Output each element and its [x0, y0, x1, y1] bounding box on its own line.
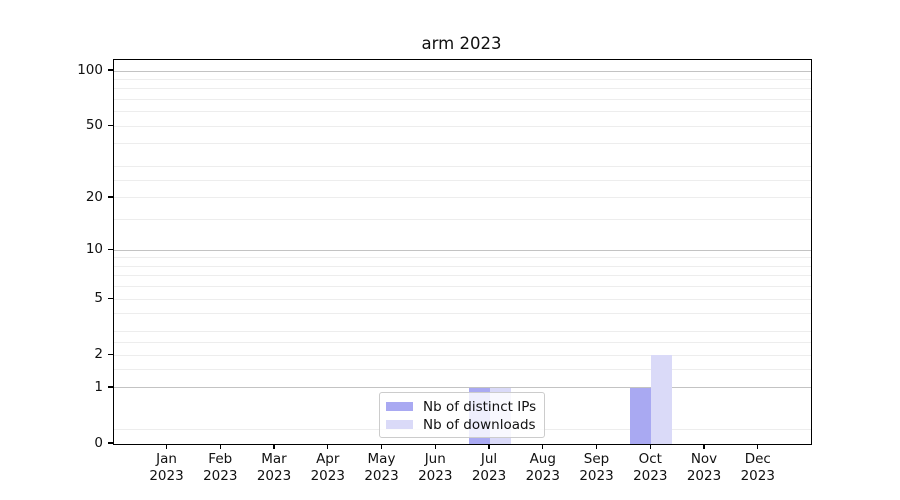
- minor-gridline: [114, 197, 811, 199]
- x-tick-mark: [488, 444, 490, 449]
- y-tick-label: 2: [94, 346, 103, 363]
- x-tick-mark: [273, 444, 275, 449]
- minor-gridline: [114, 265, 811, 267]
- x-tick-mark: [380, 444, 383, 449]
- x-tick-year: 2023: [525, 468, 560, 484]
- x-tick-label: Jun 2023: [403, 451, 467, 485]
- minor-gridline: [114, 286, 811, 288]
- minor-gridline: [114, 125, 811, 127]
- x-tick-month: Feb: [208, 451, 233, 467]
- chart-title: arm 2023: [421, 34, 502, 53]
- x-tick-label: Aug 2023: [511, 451, 575, 485]
- x-tick-year: 2023: [579, 468, 614, 484]
- x-tick-label: Jan 2023: [135, 451, 199, 485]
- plot-area: Nb of distinct IPs Nb of downloads: [113, 59, 812, 445]
- minor-gridline: [114, 165, 811, 167]
- major-gridline: [114, 387, 811, 389]
- y-tick-mark: [107, 196, 113, 198]
- x-tick-month: Oct: [638, 451, 662, 467]
- x-tick-month: Mar: [261, 451, 287, 467]
- y-tick-mark: [107, 297, 113, 299]
- minor-gridline: [114, 354, 811, 356]
- y-tick-mark: [107, 353, 113, 355]
- x-tick-month: Jan: [156, 451, 177, 467]
- x-tick-month: Sep: [583, 451, 610, 467]
- y-tick-label: 0: [94, 435, 103, 451]
- x-tick-label: Apr 2023: [296, 451, 360, 485]
- x-tick-mark: [703, 444, 705, 449]
- y-tick-label: 10: [85, 241, 103, 258]
- x-tick-month: May: [367, 451, 396, 467]
- x-tick-mark: [165, 444, 168, 449]
- x-tick-label: May 2023: [350, 451, 414, 485]
- legend-label-distinct-ips: Nb of distinct IPs: [423, 398, 537, 415]
- minor-gridline: [114, 143, 811, 145]
- x-tick-mark: [757, 444, 759, 449]
- x-tick-month: Jul: [480, 451, 498, 467]
- y-tick-label: 20: [85, 188, 103, 205]
- x-tick-year: 2023: [203, 468, 238, 484]
- legend-label-downloads: Nb of downloads: [423, 416, 536, 433]
- x-tick-month: Apr: [316, 451, 340, 467]
- legend-swatch-distinct-ips-icon: [386, 402, 413, 411]
- x-tick-label: Feb 2023: [188, 451, 252, 485]
- minor-gridline: [114, 369, 811, 371]
- minor-gridline: [114, 180, 811, 182]
- minor-gridline: [114, 331, 811, 333]
- x-tick-year: 2023: [149, 468, 184, 484]
- y-tick-mark: [107, 386, 113, 388]
- x-tick-mark: [327, 444, 329, 449]
- x-tick-year: 2023: [471, 468, 507, 484]
- legend-item-downloads: Nb of downloads: [386, 416, 537, 433]
- y-tick-label: 1: [94, 378, 103, 395]
- major-gridline: [114, 70, 811, 72]
- minor-gridline: [114, 298, 811, 300]
- y-tick-label: 100: [77, 61, 103, 78]
- minor-gridline: [114, 257, 811, 259]
- x-tick-label: Jul 2023: [457, 451, 521, 485]
- y-tick-mark: [107, 442, 113, 444]
- x-tick-month: Jun: [424, 451, 446, 467]
- bar-downloads: [651, 355, 673, 444]
- x-tick-month: Aug: [529, 451, 556, 467]
- y-tick-mark: [107, 248, 113, 250]
- minor-gridline: [114, 111, 811, 113]
- x-tick-month: Nov: [690, 451, 718, 467]
- minor-gridline: [114, 98, 811, 100]
- x-tick-year: 2023: [364, 468, 399, 484]
- x-tick-month: Dec: [744, 451, 771, 467]
- x-tick-mark: [542, 444, 544, 449]
- x-tick-year: 2023: [256, 468, 292, 484]
- y-tick-label: 50: [85, 117, 103, 134]
- minor-gridline: [114, 78, 811, 80]
- legend-item-distinct-ips: Nb of distinct IPs: [386, 398, 537, 415]
- minor-gridline: [114, 342, 811, 344]
- x-tick-year: 2023: [310, 468, 345, 484]
- x-tick-mark: [434, 444, 436, 449]
- bar-distinct-ips: [630, 387, 652, 444]
- x-tick-year: 2023: [686, 468, 722, 484]
- x-tick-label: Nov 2023: [672, 451, 736, 485]
- x-tick-year: 2023: [418, 468, 453, 484]
- x-tick-year: 2023: [633, 468, 668, 484]
- x-tick-mark: [219, 444, 221, 449]
- y-tick-mark: [107, 69, 113, 71]
- major-gridline: [114, 249, 811, 251]
- x-tick-label: Sep 2023: [565, 451, 629, 485]
- minor-gridline: [114, 275, 811, 277]
- legend-swatch-downloads-icon: [386, 420, 413, 429]
- y-tick-label: 5: [94, 290, 103, 307]
- x-tick-label: Oct 2023: [618, 451, 682, 485]
- x-tick-year: 2023: [740, 468, 775, 484]
- minor-gridline: [114, 88, 811, 90]
- x-tick-label: Dec 2023: [726, 451, 790, 485]
- legend: Nb of distinct IPs Nb of downloads: [379, 392, 545, 438]
- x-tick-mark: [649, 444, 651, 449]
- minor-gridline: [114, 219, 811, 221]
- x-tick-label: Mar 2023: [242, 451, 306, 485]
- y-tick-mark: [107, 124, 113, 126]
- minor-gridline: [114, 313, 811, 315]
- x-tick-mark: [595, 444, 598, 449]
